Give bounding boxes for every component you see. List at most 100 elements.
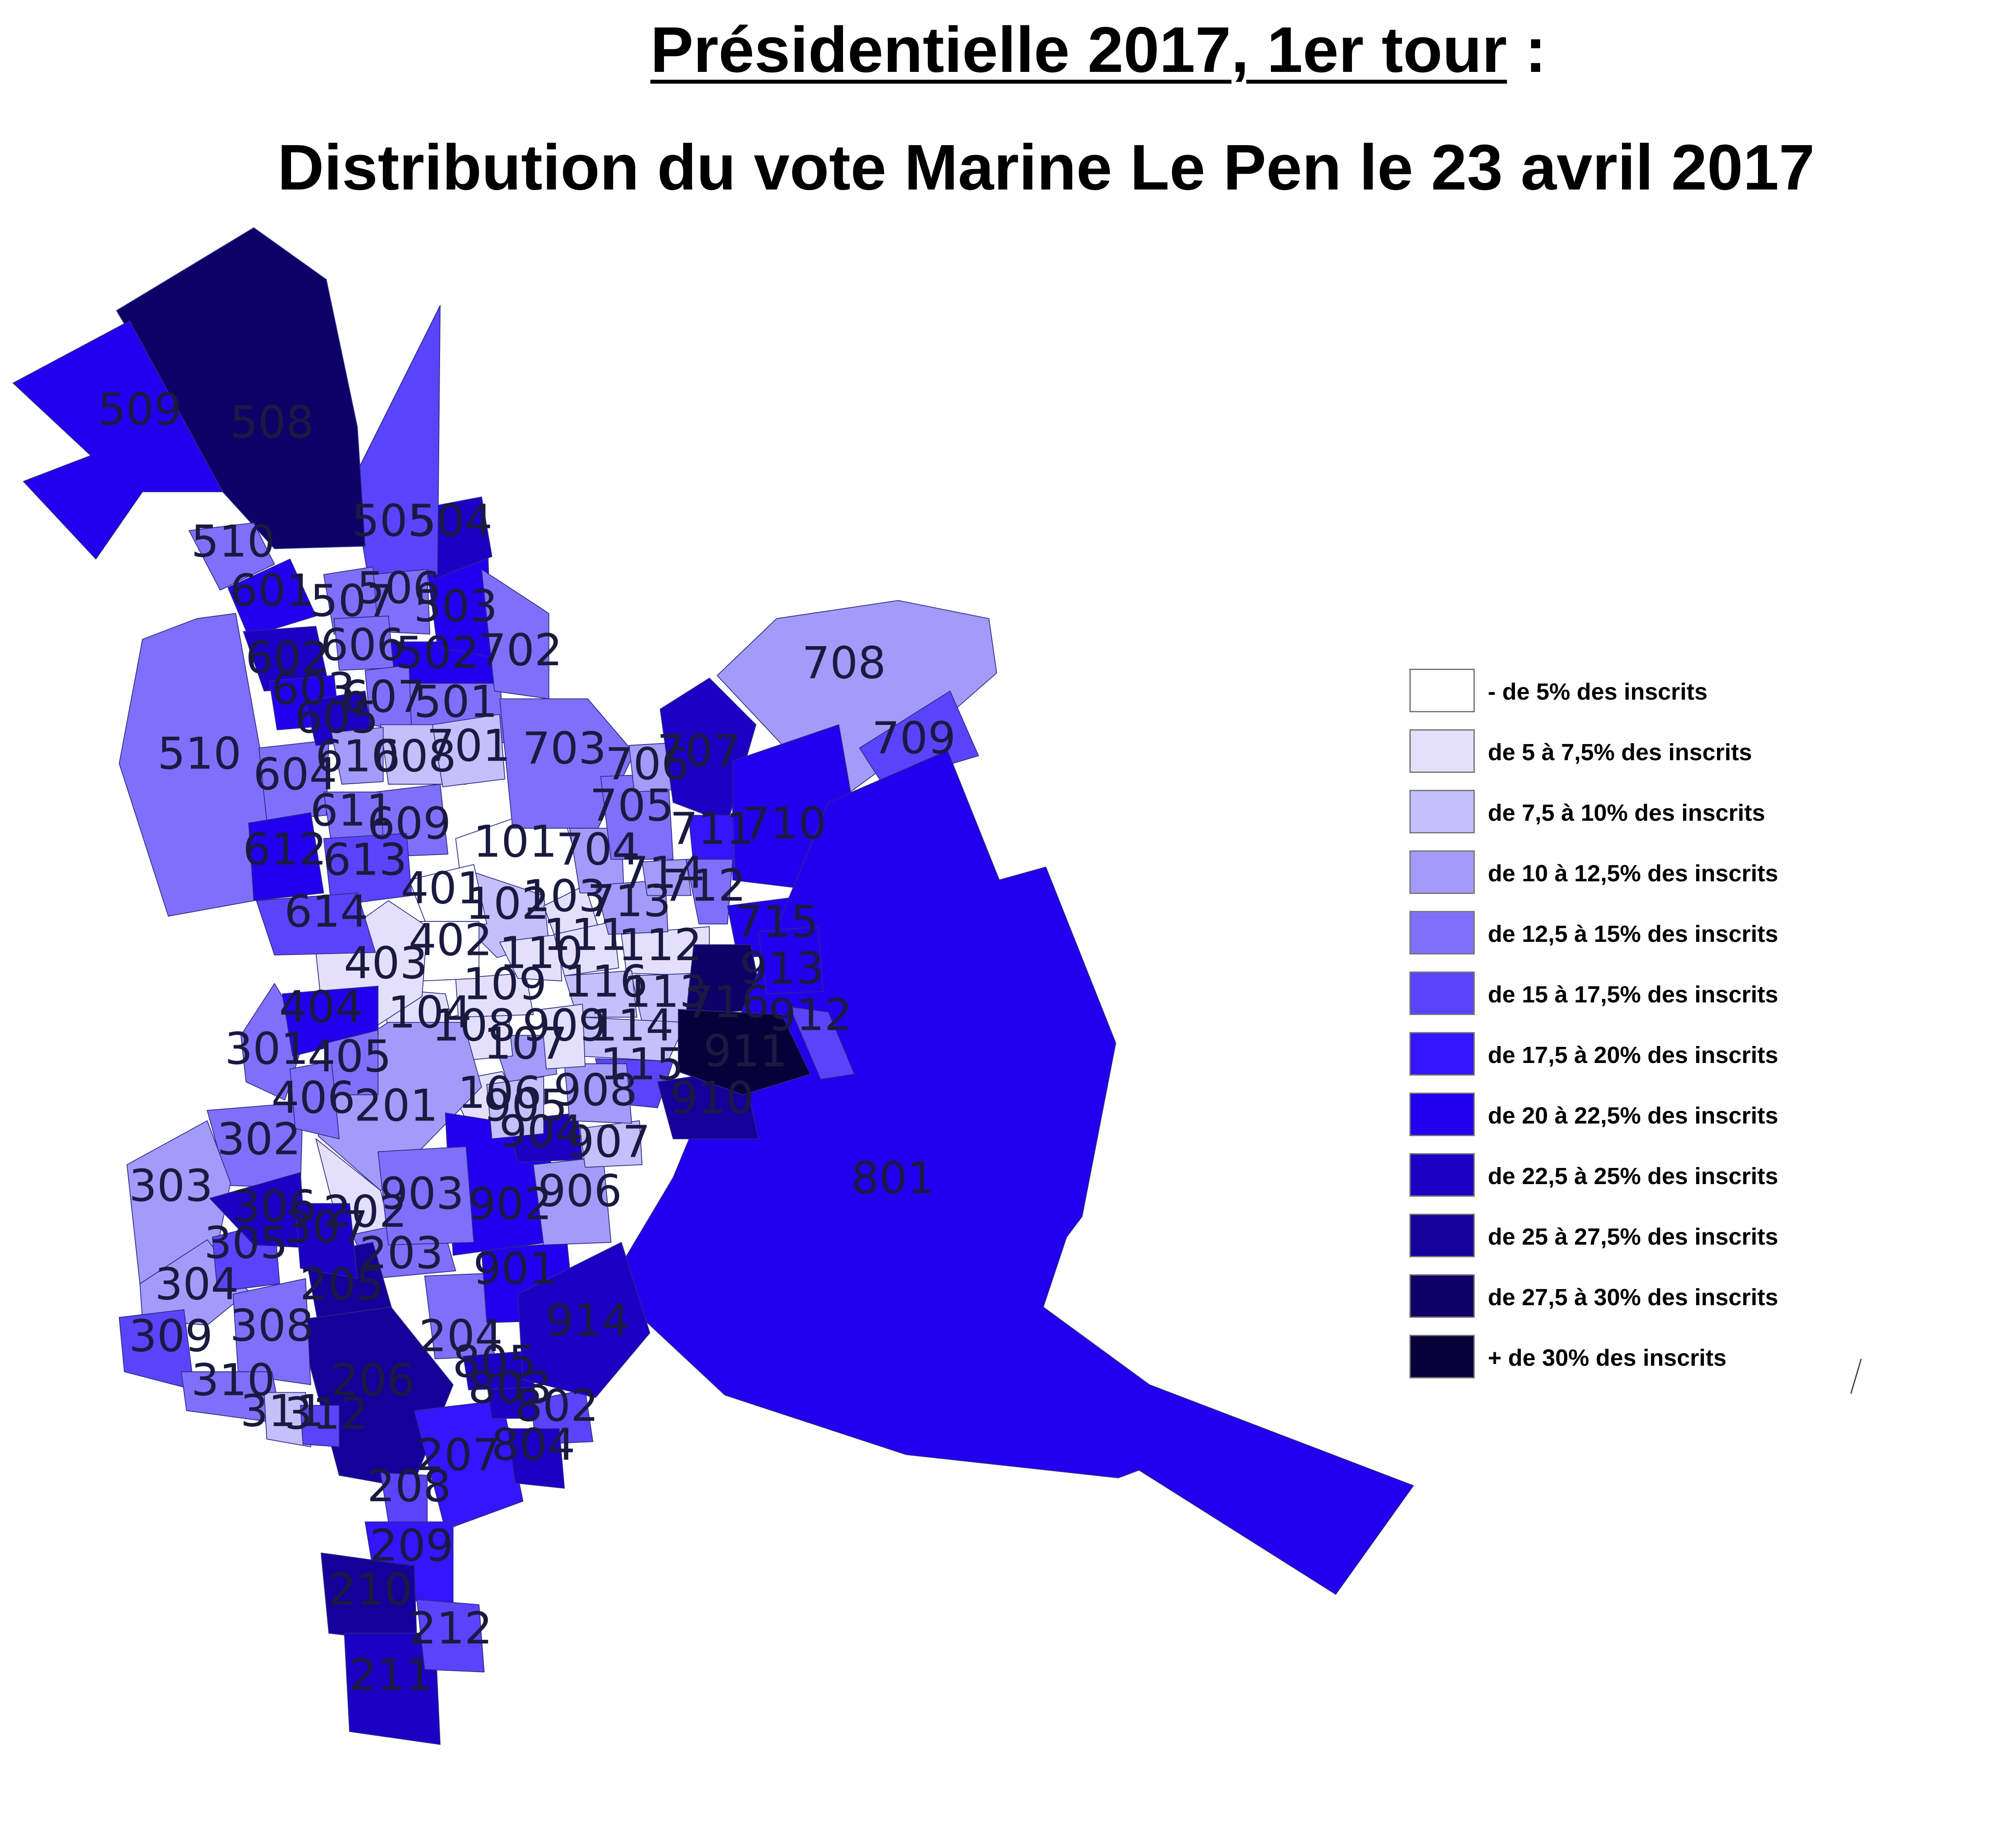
district-label-116: 116 [564, 955, 648, 1007]
district-label-716: 716 [685, 976, 769, 1028]
district-912 [789, 1006, 855, 1080]
district-label-802: 802 [515, 1380, 599, 1432]
legend-label: + de 30% des inscrits [1488, 1345, 1727, 1371]
district-label-508: 508 [230, 396, 314, 448]
district-label-703: 703 [522, 723, 606, 774]
district-label-610: 610 [315, 730, 400, 782]
district-label-604: 604 [253, 748, 337, 800]
district-label-404: 404 [279, 982, 363, 1033]
legend-label: de 27,5 à 30% des inscrits [1488, 1284, 1778, 1310]
district-label-614: 614 [284, 886, 368, 937]
district-908 [564, 1063, 632, 1124]
district-label-712: 712 [662, 860, 746, 911]
district-510 [119, 613, 272, 917]
legend-label: de 5 à 7,5% des inscrits [1488, 739, 1752, 765]
district-909 [541, 1004, 586, 1070]
district-307 [295, 1203, 358, 1279]
legend-item: de 22,5 à 25% des inscrits [1409, 1153, 1910, 1214]
legend-item: de 10 à 12,5% des inscrits [1409, 850, 1910, 911]
district-label-911: 911 [704, 1026, 788, 1077]
district-913 [758, 926, 824, 995]
district-label-208: 208 [367, 1460, 451, 1512]
legend-label: de 22,5 à 25% des inscrits [1488, 1163, 1778, 1189]
district-805 [463, 1350, 534, 1391]
legend-swatch [1409, 1093, 1475, 1136]
legend-swatch [1409, 1274, 1475, 1318]
district-211 [344, 1632, 441, 1745]
legend-label: - de 5% des inscrits [1488, 679, 1708, 705]
map-title-line1: Présidentielle 2017, 1er tour : [96, 13, 2005, 87]
district-label-206: 206 [331, 1354, 415, 1405]
district-label-609: 609 [367, 798, 451, 849]
legend-label: de 25 à 27,5% des inscrits [1488, 1224, 1778, 1250]
district-label-710: 710 [742, 798, 826, 849]
district-label-114: 114 [590, 999, 674, 1051]
district-label-504: 504 [409, 495, 493, 546]
map-title-suffix: : [1507, 14, 1547, 86]
district-label-505: 505 [352, 495, 436, 546]
legend-swatch [1409, 669, 1475, 712]
district-804 [507, 1428, 565, 1489]
district-label-304: 304 [155, 1258, 239, 1310]
district-612 [248, 812, 324, 901]
legend-label: de 7,5 à 10% des inscrits [1488, 800, 1765, 826]
district-label-102: 102 [465, 878, 549, 929]
legend-item: de 25 à 27,5% des inscrits [1409, 1214, 1910, 1274]
district-label-706: 706 [605, 738, 689, 789]
district-label-405: 405 [308, 1031, 392, 1082]
district-911 [677, 1009, 811, 1096]
district-label-203: 203 [359, 1227, 444, 1279]
district-label-501: 501 [414, 676, 498, 728]
legend-label: de 20 à 22,5% des inscrits [1488, 1103, 1778, 1129]
district-label-707: 707 [657, 725, 741, 777]
map-legend: - de 5% des inscrits de 5 à 7,5% des insc… [1409, 669, 1910, 1395]
district-label-901: 901 [473, 1243, 557, 1294]
district-label-914: 914 [546, 1295, 630, 1346]
district-label-109: 109 [463, 958, 547, 1009]
district-label-104: 104 [388, 987, 472, 1038]
district-label-401: 401 [401, 862, 485, 914]
legend-swatch [1409, 971, 1475, 1015]
stray-mark [1850, 1358, 1862, 1394]
district-label-502: 502 [396, 627, 480, 678]
legend-swatch [1409, 1335, 1475, 1378]
district-label-308: 308 [230, 1300, 314, 1351]
district-311 [264, 1392, 312, 1448]
district-label-902: 902 [468, 1178, 552, 1229]
district-label-307: 307 [284, 1202, 368, 1253]
district-label-715: 715 [735, 896, 819, 948]
district-label-106: 106 [458, 1067, 542, 1118]
district-label-613: 613 [323, 834, 407, 885]
district-712 [685, 859, 733, 924]
district-label-704: 704 [556, 823, 640, 875]
district-label-711: 711 [670, 803, 754, 854]
district-label-801: 801 [851, 1152, 935, 1204]
district-613 [323, 833, 412, 907]
district-label-406: 406 [271, 1072, 356, 1124]
district-label-909: 909 [522, 999, 606, 1051]
district-label-601: 601 [230, 565, 314, 616]
district-label-204: 204 [419, 1310, 503, 1361]
district-label-904: 904 [499, 1106, 583, 1157]
legend-item: de 15 à 17,5% des inscrits [1409, 971, 1910, 1032]
district-614 [256, 892, 376, 956]
legend-item: de 20 à 22,5% des inscrits [1409, 1093, 1910, 1153]
district-label-301: 301 [225, 1023, 309, 1074]
district-label-115: 115 [600, 1038, 684, 1090]
district-label-209: 209 [370, 1520, 454, 1571]
district-510-part [189, 522, 275, 591]
district-label-108: 108 [432, 999, 516, 1051]
district-508 [116, 227, 366, 549]
district-label-803: 803 [468, 1362, 552, 1413]
district-label-310: 310 [191, 1354, 275, 1405]
legend-swatch [1409, 790, 1475, 833]
district-label-312: 312 [284, 1388, 368, 1439]
district-509 [13, 320, 224, 560]
district-label-708: 708 [802, 637, 886, 689]
district-907 [579, 1120, 643, 1168]
district-914 [517, 1242, 650, 1398]
district-905 [486, 1076, 544, 1140]
district-label-912: 912 [768, 989, 852, 1041]
district-label-306: 306 [233, 1181, 317, 1232]
district-label-403: 403 [344, 938, 428, 989]
